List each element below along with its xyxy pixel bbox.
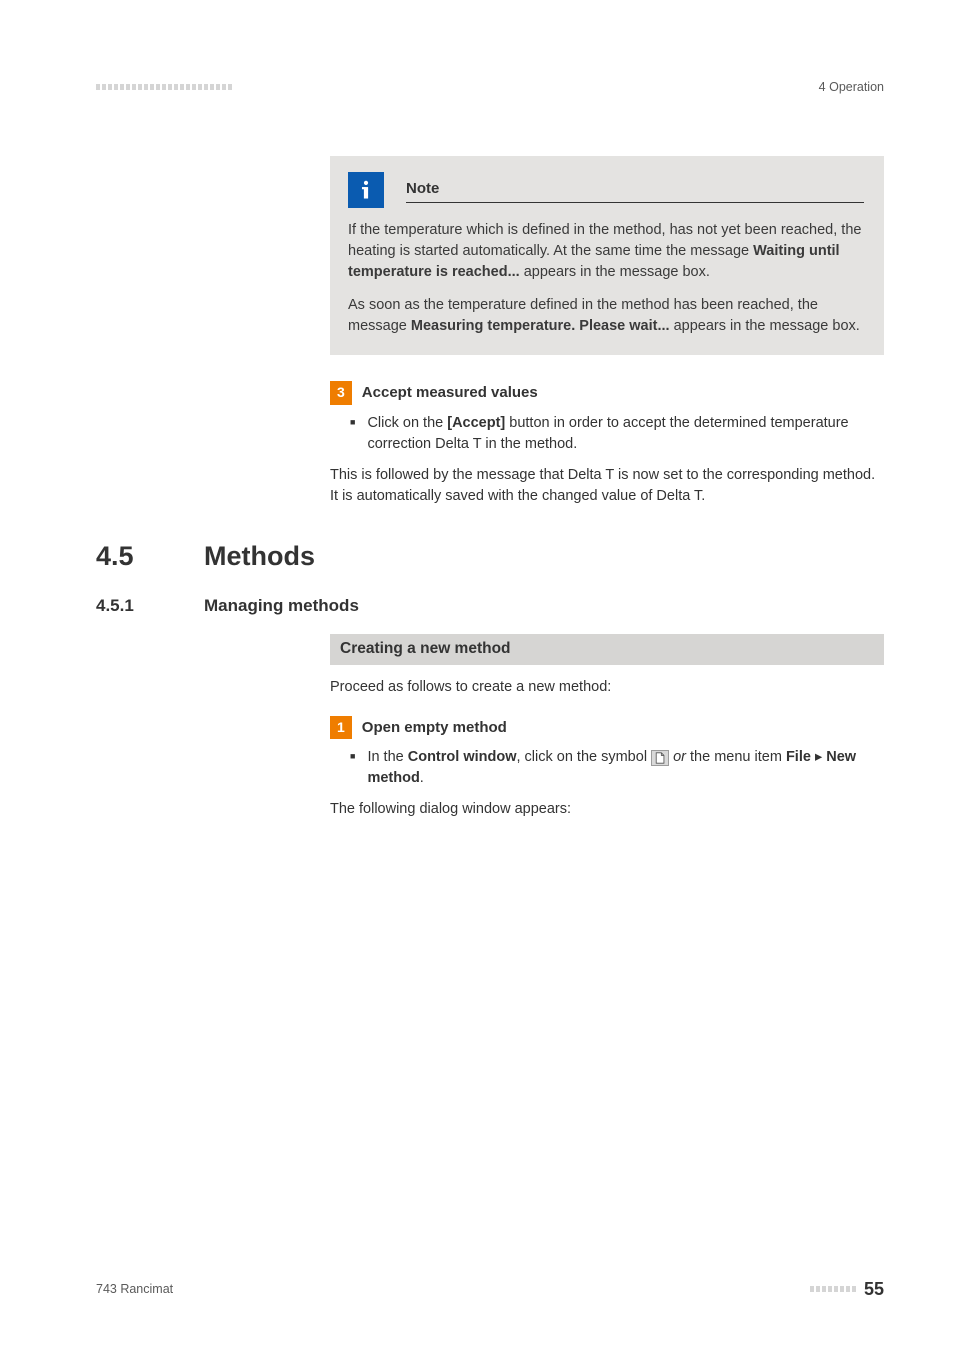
bullet-marker: ■ [350,747,355,789]
header-dashes [96,84,232,90]
page-header: 4 Operation [96,78,884,96]
subsection-heading: 4.5.1Managing methods [96,594,884,619]
section-heading: 4.5Methods [96,537,884,576]
subsection-title: Managing methods [204,596,359,615]
header-chapter-label: 4 Operation [819,78,884,96]
step-number-badge: 3 [330,381,352,404]
footer-product-name: 743 Rancimat [96,1280,173,1298]
note-box: Note If the temperature which is defined… [330,156,884,355]
bullet-item: ■ Click on the [Accept] button in order … [330,413,884,455]
bullet-item: ■ In the Control window, click on the sy… [330,747,884,789]
note-paragraph: If the temperature which is defined in t… [348,220,864,283]
topic-bar: Creating a new method [330,634,884,664]
page-number: 55 [864,1276,884,1302]
note-title: Note [406,178,864,203]
step-body-text: The following dialog window appears: [330,799,884,820]
page-footer: 743 Rancimat 55 [96,1276,884,1302]
note-paragraph: As soon as the temperature defined in th… [348,295,864,337]
step-1: 1 Open empty method ■ In the Control win… [330,716,884,820]
new-document-icon [651,750,669,766]
section-title: Methods [204,541,315,571]
step-3: 3 Accept measured values ■ Click on the … [330,381,884,506]
footer-dashes [810,1286,856,1292]
section-number: 4.5 [96,537,204,576]
step-body-text: This is followed by the message that Del… [330,465,884,507]
step-title: Accept measured values [362,382,538,404]
info-icon [348,172,384,208]
step-title: Open empty method [362,717,507,739]
intro-paragraph: Proceed as follows to create a new metho… [330,677,884,698]
subsection-number: 4.5.1 [96,594,204,619]
bullet-marker: ■ [350,413,355,455]
step-number-badge: 1 [330,716,352,739]
